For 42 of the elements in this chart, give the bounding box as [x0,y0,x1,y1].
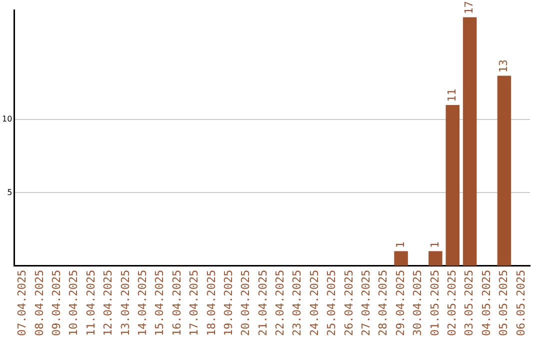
x-tick-label: 01.05.2025 [428,270,442,336]
x-tick-label: 10.04.2025 [67,270,80,336]
x-tick-label: 22.04.2025 [274,270,287,336]
x-tick-label: 02.05.2025 [445,270,458,336]
x-tick-label: 25.04.2025 [325,270,338,336]
x-tick-label: 15.04.2025 [153,270,166,336]
data-label: 1 [394,242,407,248]
x-tick-label: 27.04.2025 [360,270,373,336]
x-tick-label: 06.05.2025 [514,270,528,336]
y-tick-label: 10 [2,114,12,124]
data-label: 11 [445,88,458,102]
x-tick-label: 16.04.2025 [170,270,184,336]
x-tick-label: 30.04.2025 [411,270,424,336]
data-label: 17 [462,1,476,14]
x-tick-label: 08.04.2025 [32,270,46,336]
y-tick-label: 5 [7,188,12,197]
x-tick-label: 20.04.2025 [239,270,252,336]
x-tick-label: 29.04.2025 [394,270,407,336]
bar [428,251,442,266]
bar [446,105,460,266]
x-tick-label: 07.04.2025 [16,270,29,336]
x-tick-label: 13.04.2025 [118,270,132,336]
x-tick-label: 28.04.2025 [376,270,390,336]
data-label: 1 [428,242,442,248]
x-tick-label: 18.04.2025 [204,270,218,336]
x-tick-label: 12.04.2025 [102,270,115,336]
x-tick-label: 11.04.2025 [84,270,98,336]
x-tick-label: 09.04.2025 [50,270,64,336]
bar [462,17,477,266]
x-tick-label: 14.04.2025 [136,270,149,336]
bar [394,251,408,266]
x-tick-label: 19.04.2025 [222,270,235,336]
data-label: 13 [497,60,510,73]
x-tick-label: 04.05.2025 [480,270,493,336]
x-tick-label: 26.04.2025 [342,270,356,336]
x-tick-label: 17.04.2025 [188,270,201,336]
x-tick-label: 23.04.2025 [290,270,304,336]
x-tick-label: 21.04.2025 [256,270,270,336]
x-tick-label: 24.04.2025 [308,270,321,336]
x-tick-label: 05.05.2025 [497,270,510,336]
bar [497,76,512,266]
x-tick-label: 03.05.2025 [462,270,476,336]
